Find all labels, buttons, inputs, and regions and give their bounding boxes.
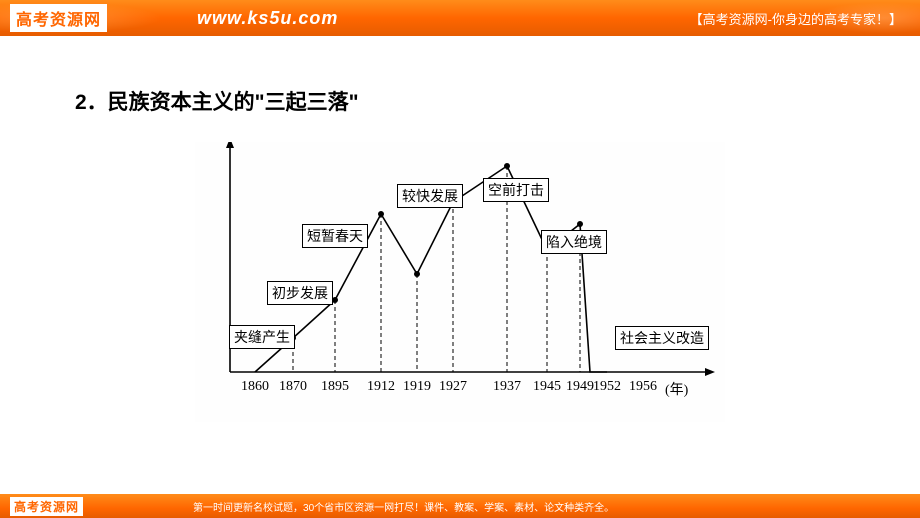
x-tick-label: 1945 xyxy=(533,379,561,395)
slide-title: 2．民族资本主义的"三起三落" xyxy=(75,86,845,116)
x-tick-label: 1937 xyxy=(493,379,521,395)
x-tick-label: 1895 xyxy=(321,379,349,395)
x-tick-label: 1952 xyxy=(593,379,621,395)
chart-node-label: 社会主义改造 xyxy=(615,326,709,350)
chart-node-label: 短暂春天 xyxy=(302,224,368,248)
chart-node-label: 初步发展 xyxy=(267,281,333,305)
chart-node-label: 陷入绝境 xyxy=(541,230,607,254)
footer-text: 第一时间更新名校试题，30个省市区资源一网打尽！课件、教案、学案、素材、论文种类… xyxy=(193,499,614,514)
site-logo: 高考资源网 xyxy=(10,4,107,32)
x-tick-label: 1956 xyxy=(629,379,657,395)
content-area: 2．民族资本主义的"三起三落" 1860 1870 1895 1912 1919 1927… xyxy=(0,36,920,422)
footer-bar: 高考资源网 第一时间更新名校试题，30个省市区资源一网打尽！课件、教案、学案、素… xyxy=(0,494,920,518)
line-chart: 1860 1870 1895 1912 1919 1927 1937 1945 19491952… xyxy=(195,142,725,422)
header-bar: 高考资源网 www.ks5u.com 【高考资源网-你身边的高考专家！】 xyxy=(0,0,920,36)
x-tick-label: 1927 xyxy=(439,379,467,395)
x-tick-label: 1870 xyxy=(279,379,307,395)
x-tick-label: 1912 xyxy=(367,379,395,395)
site-tagline: 【高考资源网-你身边的高考专家！】 xyxy=(690,9,902,28)
chart-node-label: 夹缝产生 xyxy=(229,325,295,349)
chart-node-label: 较快发展 xyxy=(397,184,463,208)
site-url: www.ks5u.com xyxy=(197,8,338,29)
x-tick-label: 1949 xyxy=(566,379,594,395)
footer-logo: 高考资源网 xyxy=(10,497,83,516)
chart-node-label: 空前打击 xyxy=(483,178,549,202)
x-tick-label: 1919 xyxy=(403,379,431,395)
x-axis-unit: (年) xyxy=(665,379,688,399)
x-tick-label: 1860 xyxy=(241,379,269,395)
